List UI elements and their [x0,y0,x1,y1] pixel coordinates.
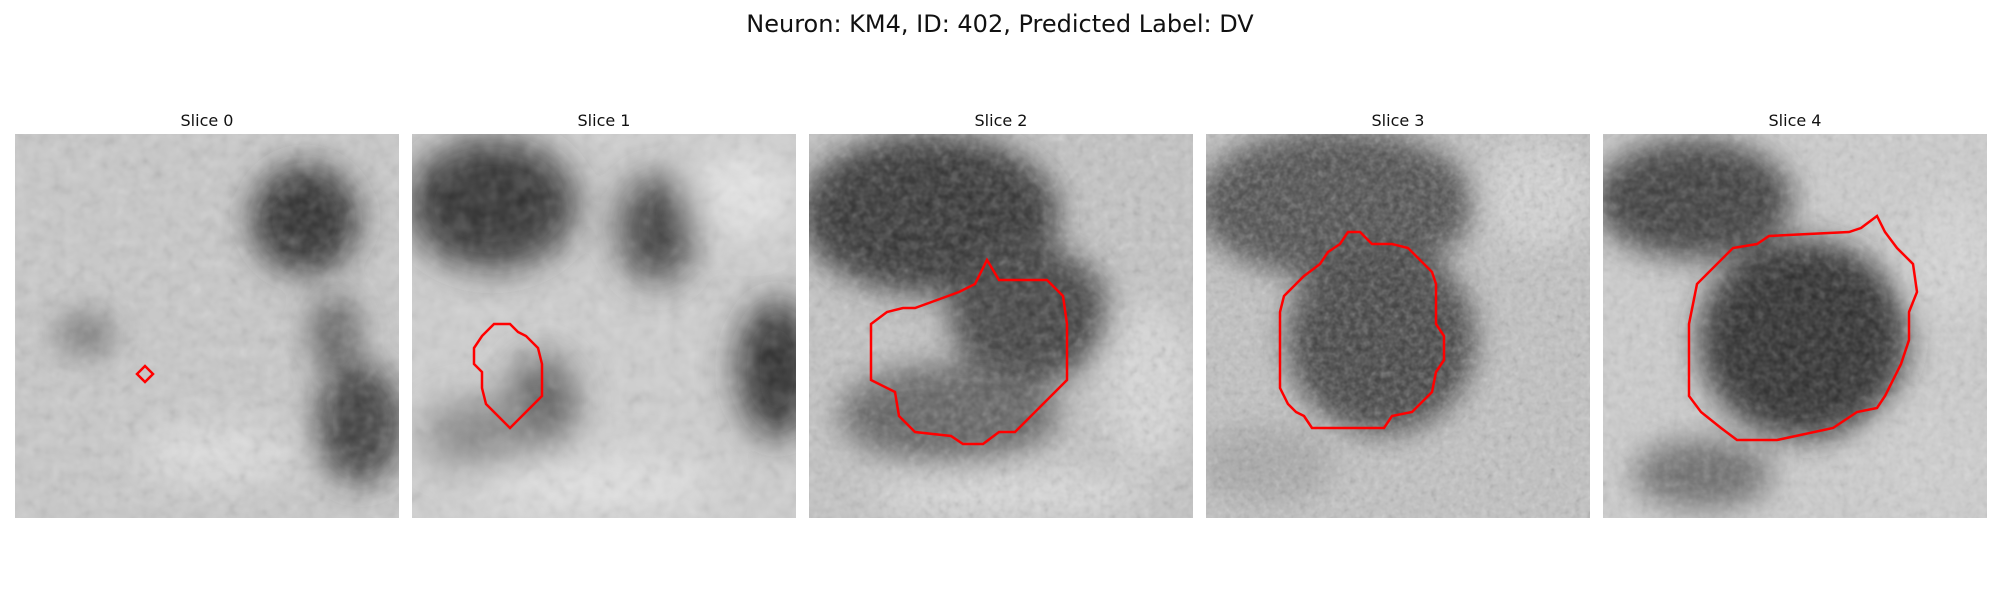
slice-image-1 [412,134,796,518]
texture-noise [15,134,399,518]
texture-noise [412,134,796,518]
neuron-contour [1278,230,1446,430]
slice-panel-1: Slice 1 [412,110,796,518]
neuron-contour [1687,214,1919,442]
slice-panel-4: Slice 4 [1603,110,1987,518]
slice-title: Slice 2 [974,111,1028,130]
slice-title: Slice 4 [1768,111,1822,130]
slice-image-2 [809,134,1193,518]
neuron-contour [472,322,544,430]
figure-title: Neuron: KM4, ID: 402, Predicted Label: D… [746,10,1254,38]
texture-noise [1603,134,1987,518]
slice-title: Slice 1 [577,111,631,130]
slice-title: Slice 3 [1371,111,1425,130]
slice-panel-0: Slice 0 [15,110,399,518]
neuron-contour [869,257,1069,446]
neuron-contour [135,364,155,384]
texture-noise [1206,134,1590,518]
slice-image-0 [15,134,399,518]
slice-panel-3: Slice 3 [1206,110,1590,518]
texture-noise [809,134,1193,518]
slice-title: Slice 0 [180,111,234,130]
slice-image-3 [1206,134,1590,518]
slice-panel-2: Slice 2 [809,110,1193,518]
slice-image-4 [1603,134,1987,518]
